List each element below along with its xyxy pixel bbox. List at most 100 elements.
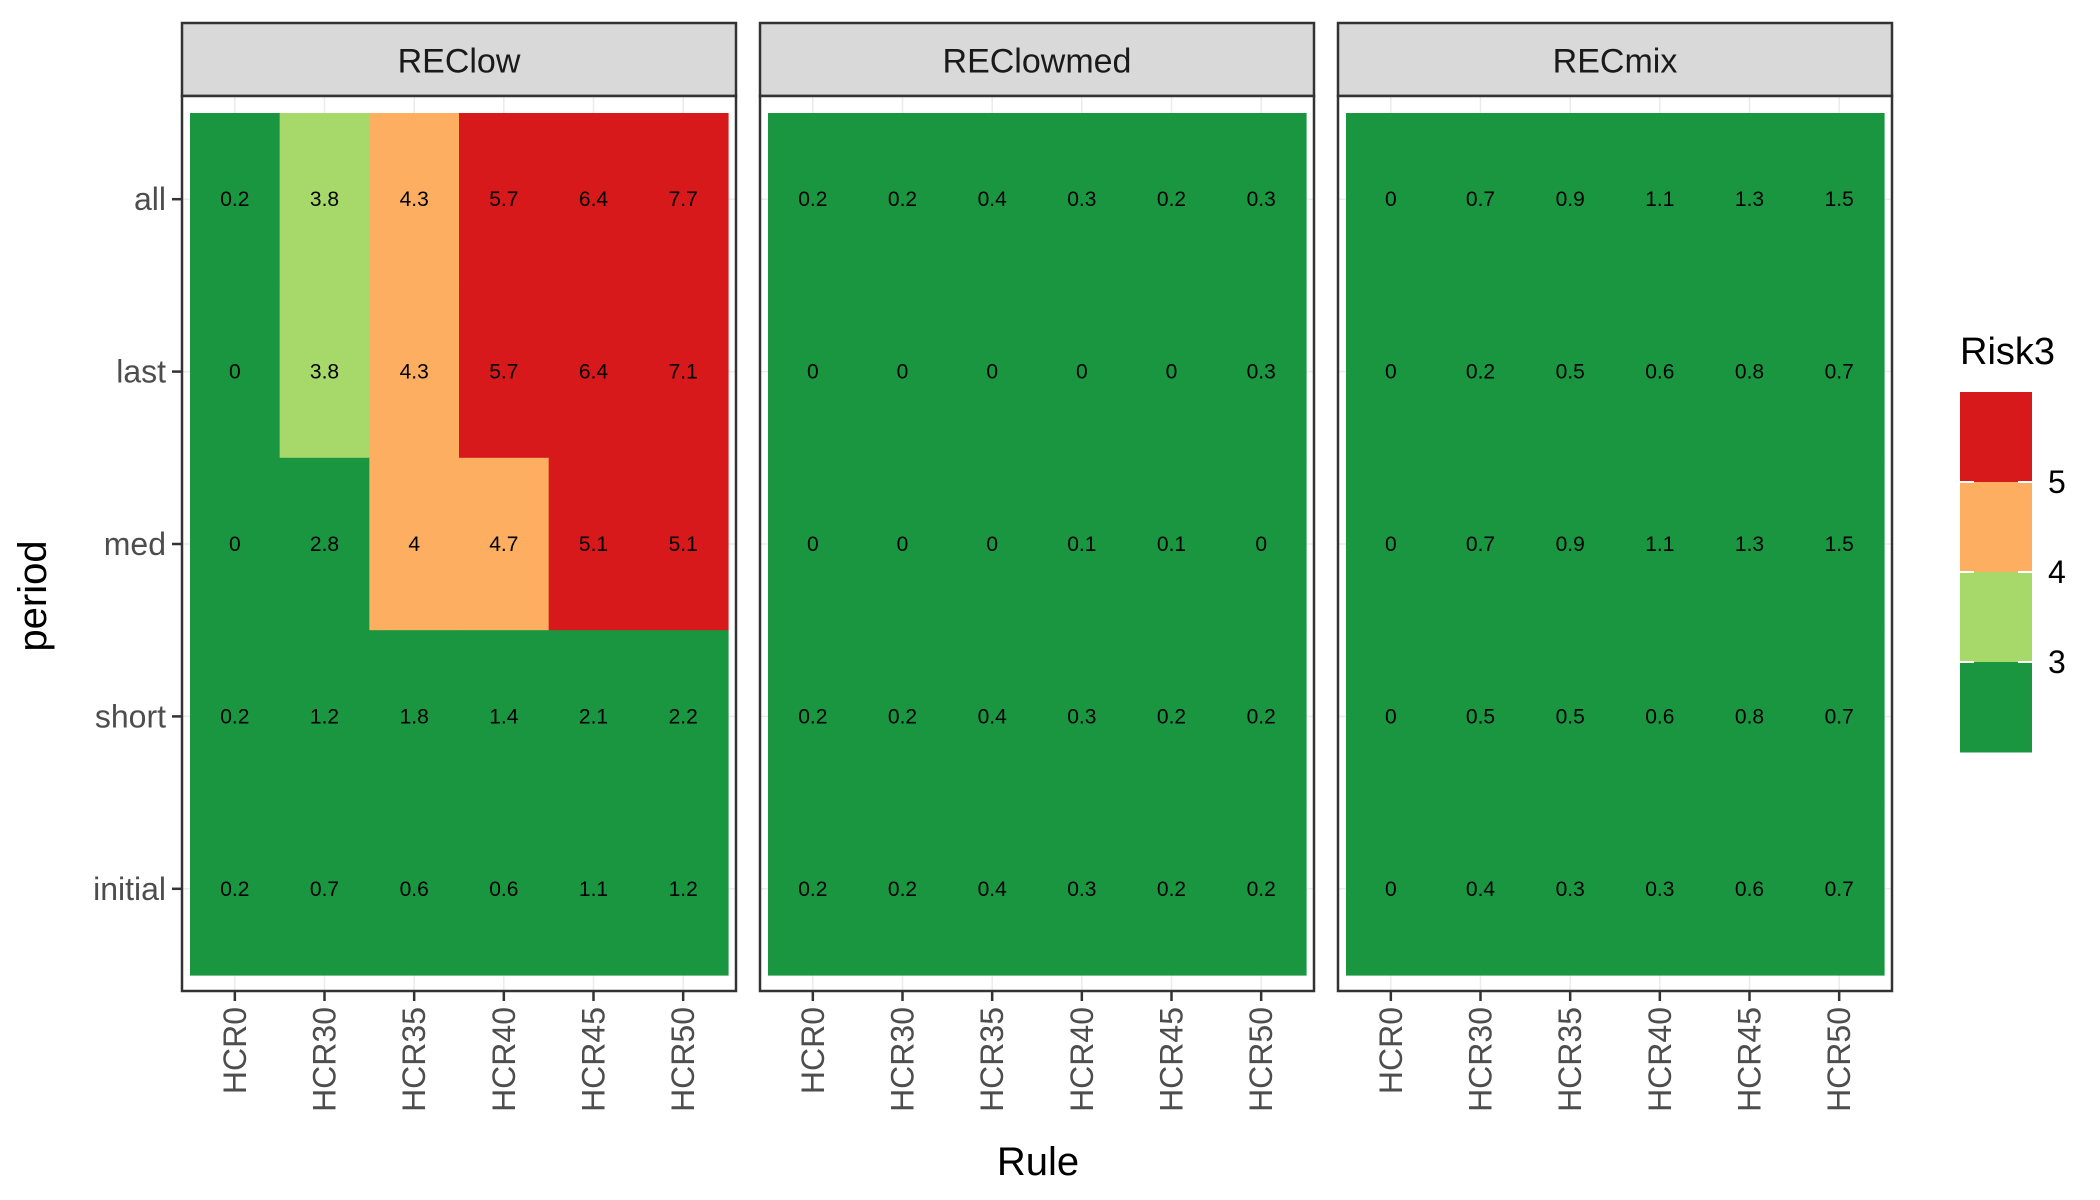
heatmap-cell — [1126, 802, 1217, 976]
heatmap-cell — [1525, 113, 1616, 286]
x-axis-title: Rule — [997, 1140, 1079, 1184]
cell-value-label: 1.4 — [489, 705, 519, 728]
y-tick-label: short — [95, 698, 166, 734]
x-tick-label: HCR50 — [665, 1007, 701, 1112]
cell-value-label: 0 — [897, 361, 909, 384]
cell-value-label: 7.1 — [669, 361, 698, 384]
cell-value-label: 0.6 — [1735, 878, 1764, 901]
heatmap-cell — [1704, 113, 1795, 286]
legend-tick-label: 4 — [2048, 554, 2066, 590]
heatmap-cell — [459, 802, 550, 976]
x-tick-label: HCR35 — [974, 1007, 1010, 1112]
legend-title: Risk3 — [1960, 331, 2055, 373]
cell-value-label: 0 — [1385, 878, 1397, 901]
cell-value-label: 0.7 — [1825, 878, 1854, 901]
cell-value-label: 0.9 — [1556, 188, 1585, 211]
heatmap-cell — [638, 457, 729, 631]
axes-layer: HCR0 HCR30 HCR35 HCR40 HCR45 HCR50 HCR0 HCR30 HC… — [93, 181, 1857, 1112]
x-tick-label: HCR0 — [795, 1007, 831, 1094]
cell-value-label: 0.2 — [888, 705, 917, 728]
cell-value-label: 3.8 — [310, 361, 339, 384]
cell-value-label: 6.4 — [579, 188, 609, 211]
heatmap-cell — [1126, 113, 1217, 286]
cell-value-label: 0 — [229, 533, 241, 556]
facet-label: REClow — [398, 43, 521, 81]
cell-value-label: 0 — [986, 533, 998, 556]
cell-value-label: 4.3 — [400, 361, 429, 384]
cell-value-label: 5.1 — [579, 533, 608, 556]
heatmap-cell — [857, 630, 948, 804]
heatmap-cell — [768, 457, 859, 631]
x-tick-label: HCR40 — [1642, 1007, 1678, 1112]
heatmap-cell — [1615, 285, 1706, 459]
heatmap-cell — [459, 113, 550, 286]
cell-value-label: 0.5 — [1466, 705, 1495, 728]
heatmap-cell — [1525, 630, 1616, 804]
heatmap-cell — [1216, 113, 1307, 286]
heatmap-cell — [1615, 113, 1706, 286]
cell-value-label: 0 — [897, 533, 909, 556]
heatmap-cell — [459, 630, 550, 804]
heatmap-cell — [279, 285, 370, 459]
heatmap-cell — [1126, 285, 1217, 459]
cell-value-label: 1.3 — [1735, 533, 1764, 556]
heatmap-cell — [1126, 630, 1217, 804]
cell-value-label: 0.2 — [1157, 705, 1186, 728]
heatmap-cell — [1615, 457, 1706, 631]
y-tick-label: all — [134, 181, 166, 217]
cell-value-label: 0.6 — [1645, 361, 1674, 384]
heatmap-cell — [857, 802, 948, 976]
heatmap-cell — [638, 113, 729, 286]
heatmap-cell — [947, 630, 1038, 804]
cell-value-label: 2.8 — [310, 533, 339, 556]
cell-value-label: 0.7 — [310, 878, 339, 901]
cell-value-label: 0.2 — [888, 878, 917, 901]
cell-value-label: 0.3 — [1247, 361, 1276, 384]
cell-value-label: 0.2 — [798, 188, 827, 211]
heatmap-cell — [947, 802, 1038, 976]
cell-value-label: 7.7 — [669, 188, 698, 211]
heatmap-cell — [1037, 802, 1128, 976]
cell-value-label: 0.6 — [489, 878, 518, 901]
heatmap-cell — [1615, 802, 1706, 976]
y-tick-label: initial — [93, 871, 166, 907]
heatmap-cell — [1216, 285, 1307, 459]
facet-label: REClowmed — [943, 43, 1132, 81]
heatmap-cell — [638, 285, 729, 459]
panel-recmix: RECmix 0 0.7 0.9 1.1 1.3 1.5 0 0.2 0.5 0.6 0.8 0.7 0 0… — [1336, 21, 1894, 993]
cell-value-label: 0.7 — [1825, 361, 1854, 384]
heatmap-cell — [1525, 457, 1616, 631]
panel-border — [1336, 94, 1894, 993]
cell-value-label: 2.1 — [579, 705, 608, 728]
cell-value-label: 0.7 — [1466, 188, 1495, 211]
x-tick-label: HCR40 — [486, 1007, 522, 1112]
heatmap-cell — [190, 285, 281, 459]
y-axis-title: period — [11, 540, 55, 651]
facet-strip — [758, 21, 1316, 98]
cell-value-label: 0.3 — [1067, 188, 1096, 211]
cell-value-label: 0.4 — [978, 878, 1008, 901]
panel-reclow: REClow 0.2 3.8 4.3 5.7 6.4 7.7 0 3.8 4.3 5.7 6.4 7.1… — [180, 21, 738, 993]
legend: Risk3 5 4 3 — [1960, 331, 2066, 753]
cell-value-label: 0.3 — [1067, 705, 1096, 728]
heatmap-cell — [1704, 457, 1795, 631]
x-tick-label: HCR30 — [885, 1007, 921, 1112]
cell-value-label: 1.3 — [1735, 188, 1764, 211]
cell-value-label: 0.8 — [1735, 705, 1764, 728]
legend-color-bin — [1960, 392, 2032, 483]
heatmap-cell — [1435, 285, 1526, 459]
heatmap-cell — [548, 802, 639, 976]
heatmap-cell — [369, 457, 460, 631]
heatmap-cell — [1794, 802, 1885, 976]
cell-value-label: 1.5 — [1825, 533, 1854, 556]
panels-layer: REClow 0.2 3.8 4.3 5.7 6.4 7.7 0 3.8 4.3 5.7 6.4 7.1… — [180, 21, 1894, 993]
heatmap-cell — [548, 113, 639, 286]
x-tick-label: HCR0 — [1373, 1007, 1409, 1094]
heatmap-cell — [369, 113, 460, 286]
heatmap-cell — [638, 802, 729, 976]
heatmap-cell — [190, 457, 281, 631]
heatmap-cell — [768, 285, 859, 459]
x-tick-label: HCR30 — [307, 1007, 343, 1112]
cell-value-label: 0.1 — [1067, 533, 1096, 556]
